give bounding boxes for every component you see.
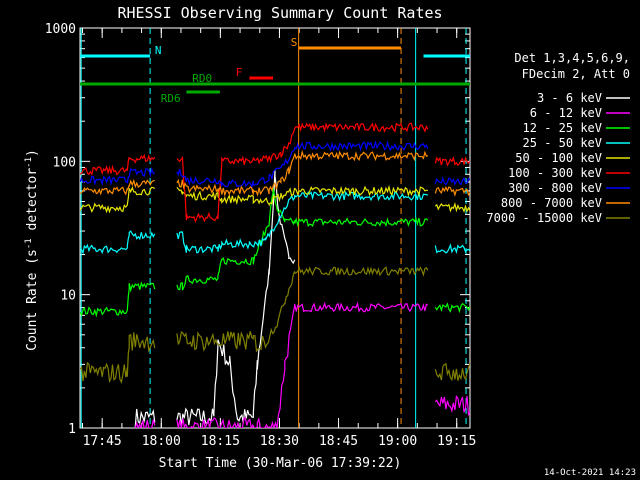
chart-title: RHESSI Observing Summary Count Rates <box>117 4 442 22</box>
legend-label: 7000 - 15000 keV <box>486 211 602 225</box>
series-line <box>134 419 156 428</box>
y-axis-label-sup2: -1 <box>24 157 34 168</box>
flag-label: F <box>236 66 243 79</box>
series-line <box>176 122 429 223</box>
x-tick-label: 18:30 <box>260 434 299 449</box>
series-line <box>80 153 156 176</box>
series-line <box>176 266 429 353</box>
x-axis-label: Start Time (30-Mar-06 17:39:22) <box>159 456 402 471</box>
series-line <box>80 332 156 384</box>
series-line <box>80 167 155 186</box>
y-axis-label-end: ) <box>25 149 40 157</box>
series-line <box>176 190 429 254</box>
legend-label: 50 - 100 keV <box>515 151 602 165</box>
series-line <box>176 184 428 207</box>
legend-header-1: Det 1,3,4,5,6,9, <box>514 51 630 65</box>
x-tick-label: 17:45 <box>83 434 122 449</box>
series-line <box>434 156 470 167</box>
legend-header-2: FDecim 2, Att 0 <box>522 67 630 81</box>
series-line <box>176 140 429 189</box>
series-line <box>434 395 470 417</box>
legend-label: 800 - 7000 keV <box>501 196 602 210</box>
flag-label: N <box>155 44 162 57</box>
series-line <box>434 185 470 197</box>
legend: Det 1,3,4,5,6,9, FDecim 2, Att 0 3 - 6 k… <box>486 51 630 225</box>
series-line <box>176 170 296 427</box>
y-axis-label: Count Rate (s-1 detector-1) <box>24 149 40 351</box>
legend-label: 25 - 50 keV <box>523 136 602 150</box>
x-tick-label: 19:15 <box>437 434 476 449</box>
x-tick-label: 18:45 <box>319 434 358 449</box>
y-axis-label-mid: detector <box>25 168 40 239</box>
timestamp: 14-Oct-2021 14:23 <box>544 468 636 478</box>
axes-frame <box>79 27 471 429</box>
legend-label: 6 - 12 keV <box>530 106 602 120</box>
flag-label: S <box>291 36 298 49</box>
flag-label: RD6 <box>161 92 181 105</box>
y-tick-label: 100 <box>53 155 76 170</box>
legend-label: 100 - 300 keV <box>508 166 602 180</box>
series-line <box>134 408 156 428</box>
series-line <box>176 149 429 198</box>
plot-area: 1 10 100 1000 17:45 18:00 18:15 18:30 18:45 19:00… <box>45 22 477 449</box>
legend-label: 3 - 6 keV <box>537 91 602 105</box>
series-line <box>80 230 156 255</box>
y-axis-label-sup1: -1 <box>24 238 34 249</box>
series-line <box>434 201 470 214</box>
series-line <box>80 281 156 318</box>
series-line <box>434 362 470 382</box>
y-tick-label: 1000 <box>45 22 76 37</box>
y-tick-label: 1 <box>68 422 76 437</box>
y-tick-label: 10 <box>60 289 76 304</box>
series-line <box>176 187 429 291</box>
series-line <box>434 176 470 186</box>
flag-label: RD0 <box>192 72 212 85</box>
legend-label: 300 - 800 keV <box>508 181 602 195</box>
x-tick-label: 19:00 <box>378 434 417 449</box>
series-group <box>80 122 470 428</box>
series-line <box>80 185 156 214</box>
series-line <box>80 178 155 196</box>
x-tick-label: 18:15 <box>201 434 240 449</box>
y-axis-label-main: Count Rate (s <box>25 249 40 351</box>
series-line <box>176 301 429 428</box>
x-tick-label: 18:00 <box>142 434 181 449</box>
series-line <box>434 302 470 314</box>
legend-label: 12 - 25 keV <box>523 121 602 135</box>
series-line <box>434 243 470 255</box>
